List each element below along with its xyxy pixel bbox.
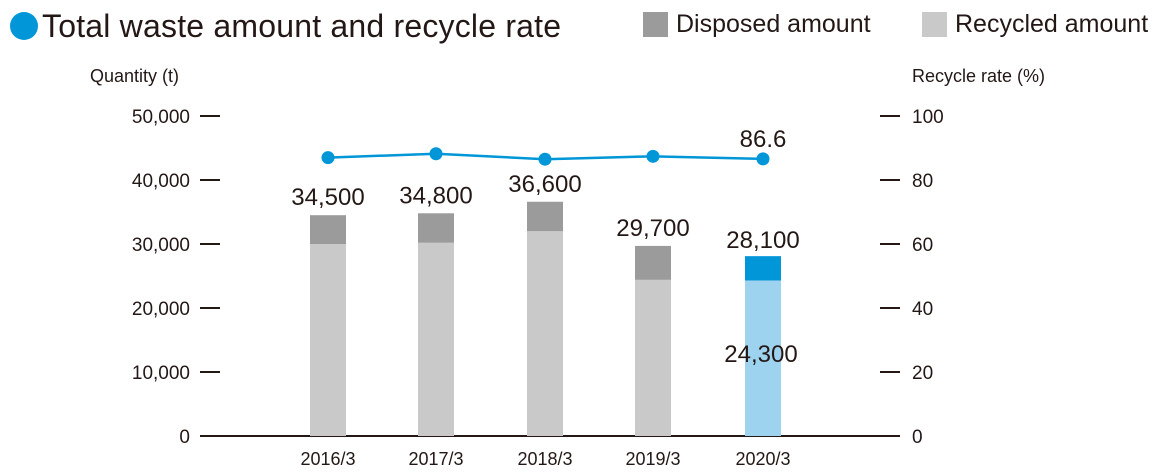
bar-total-label: 29,700: [616, 215, 689, 242]
bar-recycled: [745, 280, 781, 436]
legend-swatch-recycled: [922, 12, 947, 37]
recycle-rate-point: [321, 151, 335, 165]
title-bullet-icon: [10, 12, 38, 40]
legend-label-disposed: Disposed amount: [676, 10, 871, 38]
bar-disposed: [527, 201, 563, 232]
bar-disposed: [635, 245, 671, 280]
y-axis-right-title: Recycle rate (%): [912, 66, 1045, 86]
recycle-rate-point: [646, 149, 660, 163]
y-left-tick-label: 40,000: [132, 171, 190, 192]
legend-item-recycled: Recycled amount: [922, 10, 1148, 39]
y-right-tick-label: 100: [912, 107, 944, 128]
y-right-tick-label: 0: [912, 427, 923, 448]
bar-disposed: [418, 213, 454, 243]
legend-label-recycled: Recycled amount: [955, 10, 1149, 38]
bar-recycled: [527, 231, 563, 436]
x-category-label: 2018/3: [517, 449, 572, 469]
y-left-tick-label: 10,000: [132, 363, 190, 384]
bar-disposed: [310, 215, 346, 244]
x-category-label: 2016/3: [300, 449, 355, 469]
bar-total-label: 34,800: [399, 182, 472, 209]
y-left-tick-label: 30,000: [132, 235, 190, 256]
x-category-label: 2020/3: [735, 449, 790, 469]
bar-total-label: 36,600: [508, 171, 581, 198]
y-left-tick-label: 50,000: [132, 107, 190, 128]
bar-recycled: [310, 244, 346, 436]
y-right-tick-label: 80: [912, 171, 933, 192]
y-right-tick-label: 40: [912, 299, 933, 320]
bar-recycled: [635, 279, 671, 436]
recycled-amount-label: 24,300: [724, 341, 797, 368]
y-right-tick-label: 60: [912, 235, 933, 256]
bar-disposed: [745, 256, 781, 281]
recycle-rate-point: [756, 152, 770, 166]
recycle-rate-point: [538, 152, 552, 166]
x-category-label: 2019/3: [625, 449, 680, 469]
y-left-tick-label: 20,000: [132, 299, 190, 320]
chart-title-row: Total waste amount and recycle rate: [10, 4, 561, 48]
y-axis-left-title: Quantity (t): [90, 66, 179, 86]
y-right-tick-label: 20: [912, 363, 933, 384]
bar-total-label: 34,500: [291, 184, 364, 211]
recycle-rate-point: [429, 147, 443, 161]
x-category-label: 2017/3: [408, 449, 463, 469]
recycle-rate-label: 86.6: [740, 126, 787, 153]
legend-item-disposed: Disposed amount: [643, 10, 871, 39]
bar-total-label: 28,100: [726, 227, 799, 254]
chart-title: Total waste amount and recycle rate: [42, 7, 562, 44]
bar-recycled: [418, 242, 454, 436]
y-left-tick-label: 0: [179, 427, 190, 448]
legend-swatch-disposed: [643, 12, 668, 37]
